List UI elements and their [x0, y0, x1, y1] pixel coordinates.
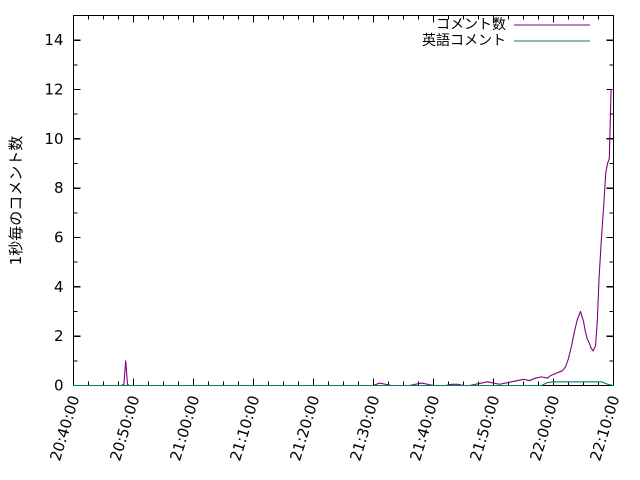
- y-tick-label: 8: [54, 179, 64, 197]
- y-axis-ticks: 0 2 4 6 8 10 12 14: [44, 15, 614, 395]
- y-tick-label: 10: [44, 130, 63, 148]
- y-tick-label: 14: [44, 31, 63, 49]
- y-tick-label: 12: [44, 81, 63, 99]
- legend-label-0: コメント数: [436, 17, 506, 33]
- y-axis-label: 1秒毎のコメント数: [7, 136, 25, 266]
- y-tick-label: 4: [54, 278, 64, 296]
- legend-label-1: 英語コメント: [422, 32, 506, 49]
- series-line-english-comment: [72, 381, 615, 387]
- y-tick-label: 0: [54, 377, 64, 395]
- y-tick-label: 6: [54, 229, 64, 247]
- y-axis-title-text: 1秒毎のコメント数: [7, 136, 25, 266]
- y-tick-label: 2: [54, 327, 64, 345]
- data-series: [72, 88, 615, 387]
